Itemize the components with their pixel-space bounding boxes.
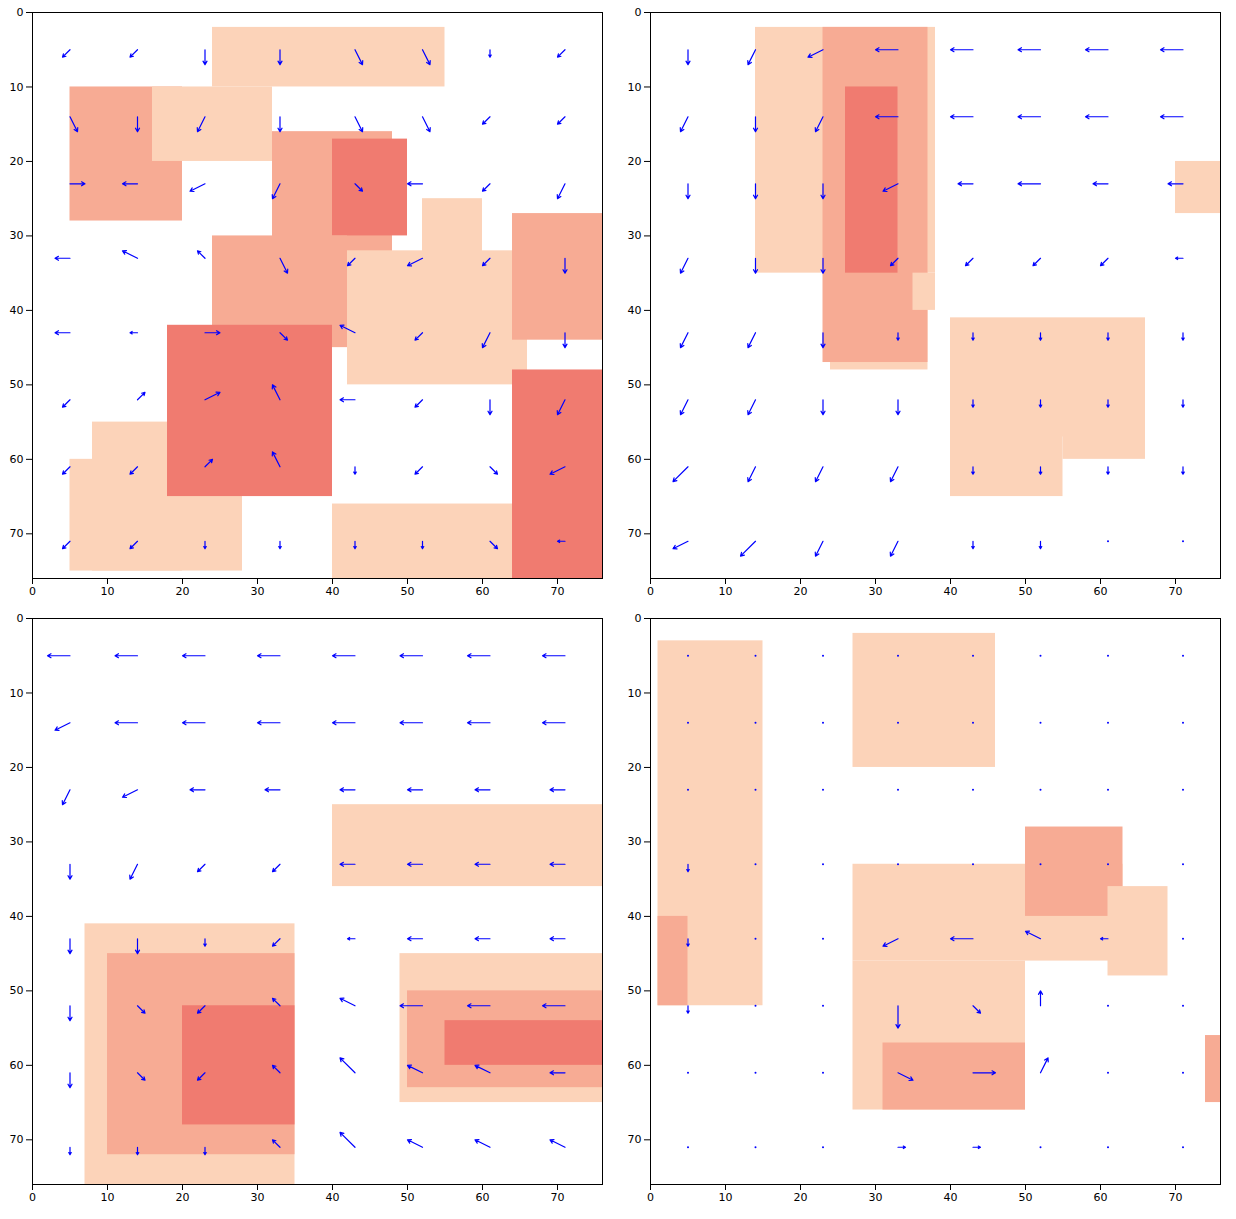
svg-text:0: 0	[17, 6, 24, 19]
svg-text:70: 70	[1169, 1191, 1183, 1204]
svg-text:50: 50	[1019, 585, 1033, 598]
svg-text:10: 10	[628, 80, 642, 93]
svg-text:70: 70	[10, 527, 24, 540]
svg-text:60: 60	[10, 1059, 24, 1072]
svg-text:20: 20	[176, 585, 190, 598]
svg-text:20: 20	[628, 155, 642, 168]
svg-text:70: 70	[628, 1133, 642, 1146]
svg-text:70: 70	[1169, 585, 1183, 598]
svg-text:60: 60	[628, 453, 642, 466]
svg-text:20: 20	[176, 1191, 190, 1204]
svg-text:0: 0	[635, 6, 642, 19]
svg-text:30: 30	[251, 1191, 265, 1204]
svg-text:20: 20	[794, 585, 808, 598]
svg-text:10: 10	[10, 686, 24, 699]
svg-text:60: 60	[628, 1059, 642, 1072]
svg-text:50: 50	[628, 984, 642, 997]
svg-text:0: 0	[29, 1191, 36, 1204]
svg-text:30: 30	[628, 835, 642, 848]
svg-text:70: 70	[10, 1133, 24, 1146]
svg-text:40: 40	[628, 304, 642, 317]
svg-text:50: 50	[401, 585, 415, 598]
svg-text:30: 30	[869, 585, 883, 598]
svg-text:10: 10	[719, 585, 733, 598]
svg-text:70: 70	[551, 585, 565, 598]
svg-text:0: 0	[647, 585, 654, 598]
svg-text:30: 30	[10, 835, 24, 848]
svg-text:0: 0	[17, 612, 24, 625]
svg-text:40: 40	[944, 1191, 958, 1204]
svg-text:60: 60	[1094, 1191, 1108, 1204]
svg-text:60: 60	[1094, 585, 1108, 598]
svg-text:10: 10	[10, 80, 24, 93]
svg-text:60: 60	[476, 1191, 490, 1204]
svg-text:60: 60	[10, 453, 24, 466]
svg-text:60: 60	[476, 585, 490, 598]
svg-text:10: 10	[719, 1191, 733, 1204]
svg-text:70: 70	[551, 1191, 565, 1204]
svg-text:30: 30	[251, 585, 265, 598]
svg-text:50: 50	[10, 378, 24, 391]
svg-text:50: 50	[401, 1191, 415, 1204]
svg-text:10: 10	[101, 1191, 115, 1204]
svg-text:10: 10	[101, 585, 115, 598]
svg-text:50: 50	[628, 378, 642, 391]
svg-text:0: 0	[29, 585, 36, 598]
svg-text:50: 50	[10, 984, 24, 997]
svg-text:30: 30	[869, 1191, 883, 1204]
svg-text:30: 30	[628, 229, 642, 242]
svg-text:40: 40	[326, 585, 340, 598]
svg-text:20: 20	[628, 761, 642, 774]
svg-text:40: 40	[10, 910, 24, 923]
svg-text:20: 20	[794, 1191, 808, 1204]
svg-text:20: 20	[10, 761, 24, 774]
svg-text:40: 40	[10, 304, 24, 317]
svg-text:0: 0	[635, 612, 642, 625]
svg-text:70: 70	[628, 527, 642, 540]
svg-text:0: 0	[647, 1191, 654, 1204]
svg-text:40: 40	[326, 1191, 340, 1204]
svg-text:30: 30	[10, 229, 24, 242]
svg-text:40: 40	[944, 585, 958, 598]
svg-text:20: 20	[10, 155, 24, 168]
svg-text:10: 10	[628, 686, 642, 699]
svg-text:40: 40	[628, 910, 642, 923]
svg-text:50: 50	[1019, 1191, 1033, 1204]
